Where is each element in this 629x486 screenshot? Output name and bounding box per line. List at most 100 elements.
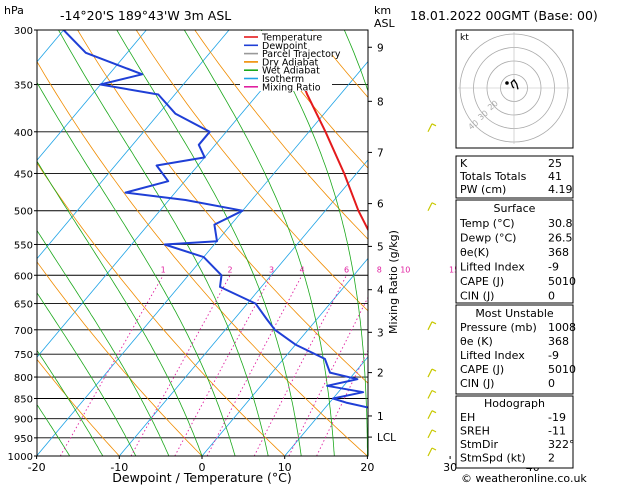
table-row-value: 5010 [548,363,576,376]
mixing-ratio-line [174,275,272,456]
dry-adiabat [135,30,368,312]
pressure-label: 950 [14,434,33,445]
legend-entry: Dry Adiabat [262,57,319,68]
plot-grid [37,30,629,456]
mixing-ratio-line [288,296,368,456]
table-row-label: StmSpd (kt) [460,452,526,465]
stats-table: K 25 Totals Totals 41 PW (cm) 4.19 Surface Temp… [455,155,576,469]
table-row-value: 0 [548,290,555,303]
plot-curves [62,30,368,409]
hodograph-table-box [455,395,574,469]
pressure-label: 1000 [8,452,33,463]
x-axis-label: Dewpoint / Temperature (°C) [112,470,291,485]
asl-label: ASL [374,17,396,30]
km-label: 6 [377,199,384,211]
wet-adiabat [58,30,269,456]
footer-credit: © weatheronline.co.uk [461,472,587,485]
wind-barb-flag [431,123,437,127]
table-row-value: 2 [548,452,555,465]
table-row-value: 368 [548,335,569,348]
table-row-label: StmDir [460,438,499,451]
table-row-value: 1008 [548,321,576,334]
dry-adiabat [194,30,368,240]
wet-adiabat [37,349,104,456]
wet-adiabat [183,30,335,456]
dry-adiabat [77,30,368,384]
temperature-line [298,73,368,232]
km-label: 5 [377,241,384,253]
km-label: 1 [377,411,384,423]
wet-adiabat [37,403,71,456]
wind-barb-flag [431,321,437,325]
wet-adiabat [37,292,137,456]
km-label: LCL [377,432,396,444]
table-row-label: θe(K) [460,246,489,259]
hodograph-table-title: Hodograph [484,397,545,410]
km-label: 7 [377,147,384,159]
mixing-ratio-line [367,455,368,456]
datetime-title: 18.01.2022 00GMT (Base: 00) [410,8,598,23]
temp-label: 10 [278,461,292,474]
axes: 3003504004505005506006507007508008509009… [8,26,540,474]
legend-entry: Mixing Ratio [262,82,321,93]
temp-label: 30 [443,461,457,474]
wind-barb [427,368,433,378]
pressure-label: 650 [14,300,33,311]
temp-label: 0 [199,461,206,474]
pressure-label: 800 [14,373,33,384]
mixing-ratio-label: 6 [344,265,349,274]
wet-adiabat [37,160,203,456]
legend-entry: Wet Adiabat [262,66,320,77]
table-row-value: -9 [548,349,559,362]
mixing-ratio-line [59,275,164,456]
hodograph-storm-marker [505,81,509,85]
km-label: 2 [377,368,384,380]
legend-entry: Parcel Trajectory [262,49,341,60]
table-row-value: 5010 [548,275,576,288]
hodograph-trace [510,78,519,90]
isotherm--40 [37,30,230,260]
legend-entry: Dewpoint [262,41,307,52]
most-unstable-title: Most Unstable [475,307,554,320]
table-row-label: Temp (°C) [459,217,515,230]
table-row-value: 4.19 [548,183,573,196]
wind-barb-flag [431,447,437,451]
hpa-label: hPa [4,4,24,17]
mixing-ratio-label: 8 [377,265,382,274]
table-row-label: EH [460,411,475,424]
wet-adiabat [116,30,302,456]
dry-adiabat [37,358,120,456]
wind-barb [427,321,433,331]
wind-barbs [427,123,437,457]
dry-adiabat [37,162,285,456]
table-row-label: Dewp (°C) [460,232,516,245]
wind-barb [427,390,433,399]
pressure-label: 600 [14,271,33,282]
wet-adiabat [426,30,447,456]
temp-label: 20 [360,461,374,474]
pressure-label: 300 [14,26,33,37]
most-unstable-box [455,304,574,395]
dry-adiabat [37,60,368,456]
wind-barb [427,202,433,212]
legend-background [240,31,332,91]
wind-barb-flag [431,202,437,206]
mixing-ratio-label: 3 [269,265,274,274]
dewpoint-line [62,30,368,409]
isotherm-10 [284,356,368,456]
mixing-ratio-line [253,275,347,456]
table-row-value: -9 [548,261,559,274]
table-row-label: Lifted Index [460,261,525,274]
dry-adiabat [605,30,629,456]
mixing-ratio-label: 10 [400,265,410,274]
table-row-value: 41 [548,170,562,183]
table-row-value: 0 [548,377,555,390]
km-label: 8 [377,96,384,108]
table-row-value: -19 [548,411,566,424]
pressure-label: 400 [14,128,33,139]
pressure-label: 850 [14,395,33,406]
table-row-value: 25 [548,157,562,170]
